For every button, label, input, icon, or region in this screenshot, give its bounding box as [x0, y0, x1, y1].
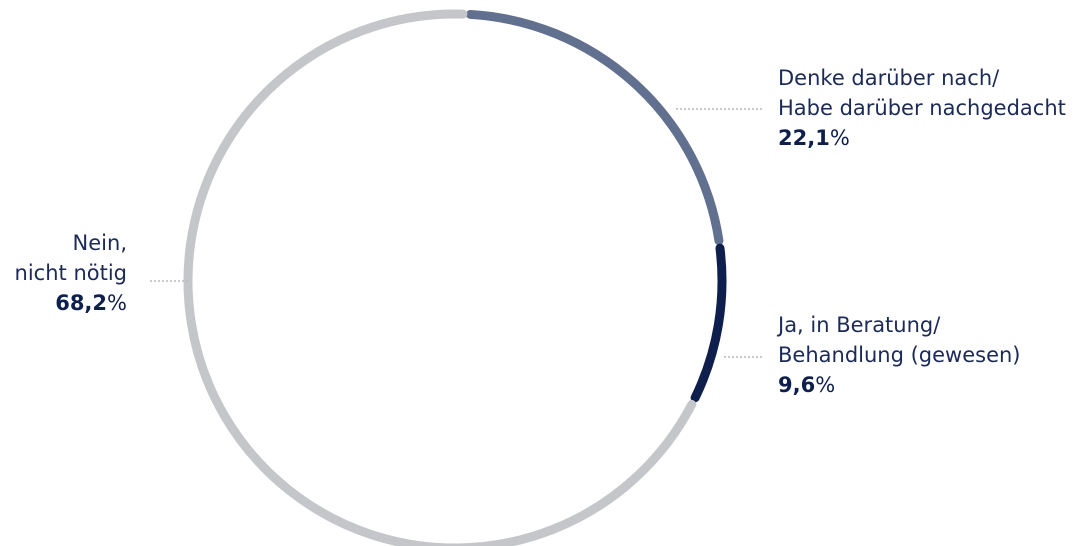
- chart-slices: [183, 9, 727, 546]
- slice-value-unit-1: %: [815, 373, 835, 397]
- slice-label-2-line-1: nicht nötig: [15, 261, 127, 285]
- slice-labels: Denke darüber nach/Habe darüber nachgeda…: [15, 66, 1066, 397]
- slice-arc-2: [183, 9, 697, 546]
- slice-value-2: 68,2%: [55, 291, 127, 315]
- slice-arc-0: [465, 9, 724, 246]
- slice-value-number-0: 22,1: [778, 126, 830, 150]
- slice-label-1-line-1: Behandlung (gewesen): [778, 343, 1021, 367]
- slice-label-2-line-0: Nein,: [73, 231, 127, 255]
- slice-label-0-line-0: Denke darüber nach/: [778, 66, 1000, 90]
- slice-value-1: 9,6%: [778, 373, 835, 397]
- slice-value-unit-2: %: [107, 291, 127, 315]
- leader-lines: [150, 108, 762, 358]
- slice-value-0: 22,1%: [778, 126, 850, 150]
- slice-value-number-1: 9,6: [778, 373, 815, 397]
- slice-value-unit-0: %: [830, 126, 850, 150]
- slice-label-0-line-1: Habe darüber nachgedacht: [778, 96, 1066, 120]
- slice-label-1-line-0: Ja, in Beratung/: [776, 313, 941, 337]
- slice-arc-1: [690, 243, 727, 403]
- slice-value-number-2: 68,2: [55, 291, 107, 315]
